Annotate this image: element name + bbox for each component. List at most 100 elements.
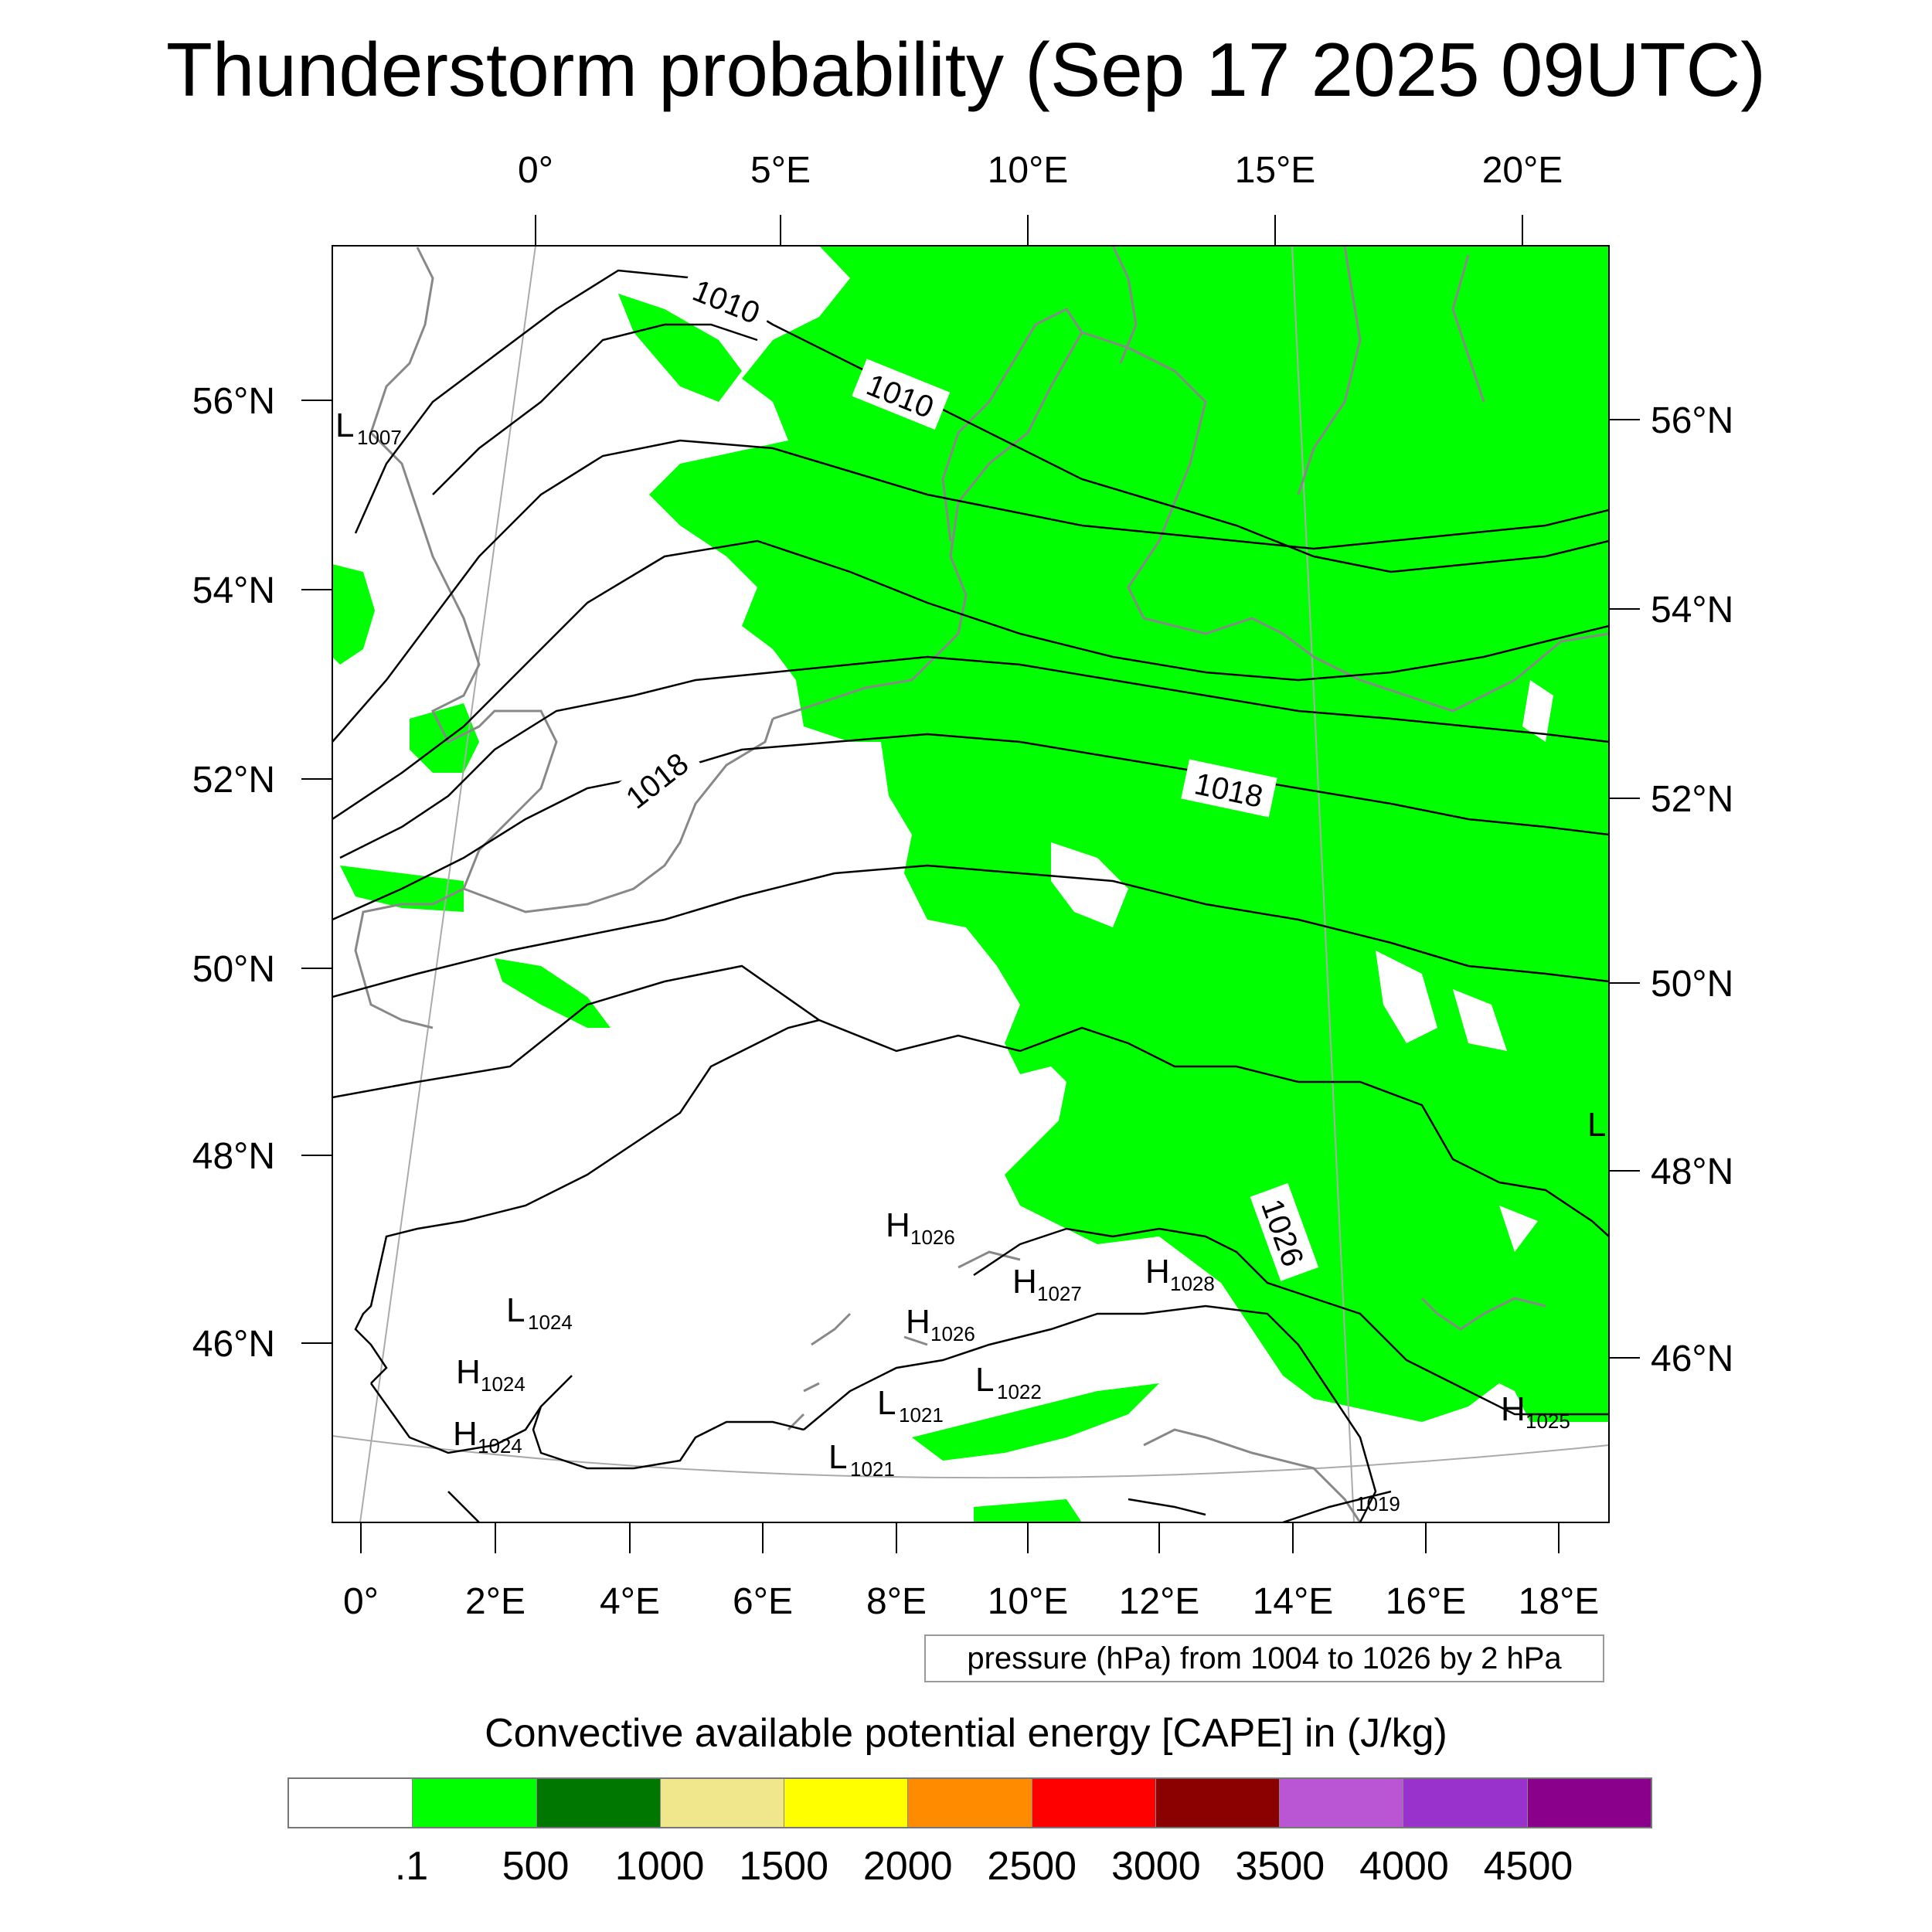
pressure-centers: L 1007 L 1024 H 1024 H 1024 H 1026 H 1027 H 102… [335, 406, 1606, 1515]
cape-area-main [649, 246, 1609, 1422]
colorbar-tick-label: 2500 [987, 1844, 1077, 1889]
colorbar-swatch [536, 1779, 661, 1827]
cape-area-south [974, 1499, 1082, 1522]
pressure-center: H 1026 [886, 1206, 955, 1249]
lon-label: 20°E [1482, 150, 1563, 191]
svg-text:L: L [1587, 1106, 1606, 1144]
pressure-center: L 1024 [506, 1291, 573, 1334]
colorbar-tick-label: 4000 [1359, 1844, 1449, 1889]
lon-label: 2°E [465, 1581, 526, 1622]
colorbar-swatch [1032, 1779, 1156, 1827]
lon-label: 15°E [1235, 150, 1316, 191]
pressure-center: H 1026 [906, 1303, 975, 1345]
colorbar-tick-label: 3000 [1111, 1844, 1201, 1889]
cape-gaps [966, 680, 1553, 1252]
colorbar-tick-label: 2000 [862, 1844, 953, 1889]
colorbar-swatch [784, 1779, 909, 1827]
pressure-center: L 1021 [828, 1438, 895, 1481]
cape-area-scotland [332, 564, 375, 665]
colorbar-tick-label: 500 [502, 1844, 570, 1889]
colorbar-tick-label: 4500 [1483, 1844, 1573, 1889]
lat-label: 56°N [192, 381, 275, 422]
lat-label: 50°N [192, 949, 275, 990]
colorbar-title: Convective available potential energy [C… [485, 1711, 1447, 1756]
svg-text:H: H [1145, 1253, 1170, 1291]
cape-area-north [618, 294, 742, 402]
lat-label: 54°N [1651, 590, 1733, 631]
graticule [332, 246, 1609, 1522]
lon-label: 8°E [866, 1581, 927, 1622]
svg-text:1028: 1028 [1170, 1272, 1215, 1295]
svg-text:1026: 1026 [910, 1226, 955, 1249]
lat-label: 52°N [192, 760, 275, 801]
cape-area-se [1298, 1291, 1453, 1414]
lat-label: 46°N [1651, 1338, 1733, 1379]
colorbar-swatch [1280, 1779, 1404, 1827]
svg-text:H: H [453, 1415, 478, 1453]
lat-label: 52°N [1651, 779, 1733, 820]
svg-text:1021: 1021 [850, 1458, 895, 1481]
svg-text:H: H [886, 1206, 910, 1244]
colorbar-swatch [908, 1779, 1032, 1827]
svg-text:1025: 1025 [1526, 1410, 1570, 1433]
colorbar-tick-label: 1500 [739, 1844, 829, 1889]
lon-label: 4°E [600, 1581, 660, 1622]
lat-label: 48°N [192, 1136, 275, 1177]
lon-label: 10°E [988, 150, 1069, 191]
lon-label: 5°E [750, 150, 811, 191]
lon-label: 16°E [1386, 1581, 1467, 1622]
svg-text:1024: 1024 [478, 1434, 522, 1458]
svg-text:L: L [975, 1361, 994, 1399]
top-lon-labels: 0° 5°E 10°E 15°E 20°E [518, 150, 1563, 191]
pressure-center: L [1587, 1106, 1606, 1144]
lat-label: 50°N [1651, 964, 1733, 1005]
pressure-center: 1019 [1355, 1492, 1400, 1515]
lon-label: 18°E [1519, 1581, 1600, 1622]
pressure-center: L 1007 [335, 406, 402, 449]
lat-label: 54°N [192, 570, 275, 611]
axis-ticks [301, 215, 1640, 1553]
lon-label: 6°E [733, 1581, 793, 1622]
pressure-center: H 1027 [1012, 1263, 1082, 1305]
lon-label: 0° [518, 150, 553, 191]
pressure-center: H 1028 [1145, 1253, 1215, 1295]
cape-field [332, 246, 1609, 1522]
colorbar-swatch [660, 1779, 785, 1827]
lon-label: 14°E [1253, 1581, 1334, 1622]
svg-text:L: L [877, 1384, 896, 1422]
cape-area-adriatic [912, 1383, 1159, 1461]
svg-text:1026: 1026 [930, 1322, 975, 1345]
chart-title: Thunderstorm probability (Sep 17 2025 09… [166, 27, 1766, 112]
lon-label: 10°E [988, 1581, 1069, 1622]
pressure-contour-info: pressure (hPa) from 1004 to 1026 by 2 hP… [924, 1634, 1604, 1682]
svg-text:H: H [456, 1353, 481, 1391]
colorbar-swatch [1403, 1779, 1528, 1827]
lat-label: 46°N [192, 1324, 275, 1365]
pressure-center: H 1024 [456, 1353, 526, 1396]
bottom-lon-labels: 0° 2°E 4°E 6°E 8°E 10°E 12°E 14°E 16°E 1… [343, 1581, 1599, 1622]
pressure-center: H 1024 [453, 1415, 522, 1458]
svg-text:L: L [506, 1291, 525, 1329]
pressure-center: L 1021 [877, 1384, 944, 1427]
colorbar-tick-label: 3500 [1235, 1844, 1325, 1889]
svg-text:H: H [906, 1303, 930, 1341]
pressure-center: L 1022 [975, 1361, 1042, 1403]
svg-text:1019: 1019 [1355, 1492, 1400, 1515]
lat-label: 56°N [1651, 400, 1733, 441]
colorbar-swatch [1155, 1779, 1281, 1827]
colorbar-tick-label: .1 [394, 1844, 429, 1889]
svg-text:1024: 1024 [481, 1372, 526, 1396]
lon-label: 12°E [1119, 1581, 1200, 1622]
svg-text:1024: 1024 [528, 1311, 573, 1334]
svg-text:H: H [1012, 1263, 1037, 1301]
cape-area-wales [410, 703, 479, 773]
colorbar-tick-label: 1000 [614, 1844, 705, 1889]
lon-label: 0° [343, 1581, 379, 1622]
right-lat-labels: 56°N 54°N 52°N 50°N 48°N 46°N [1651, 400, 1733, 1379]
map-frame [332, 245, 1610, 1523]
svg-text:1007: 1007 [357, 426, 402, 449]
colorbar [287, 1777, 1652, 1828]
svg-text:H: H [1501, 1390, 1526, 1428]
colorbar-swatch [1527, 1779, 1651, 1827]
